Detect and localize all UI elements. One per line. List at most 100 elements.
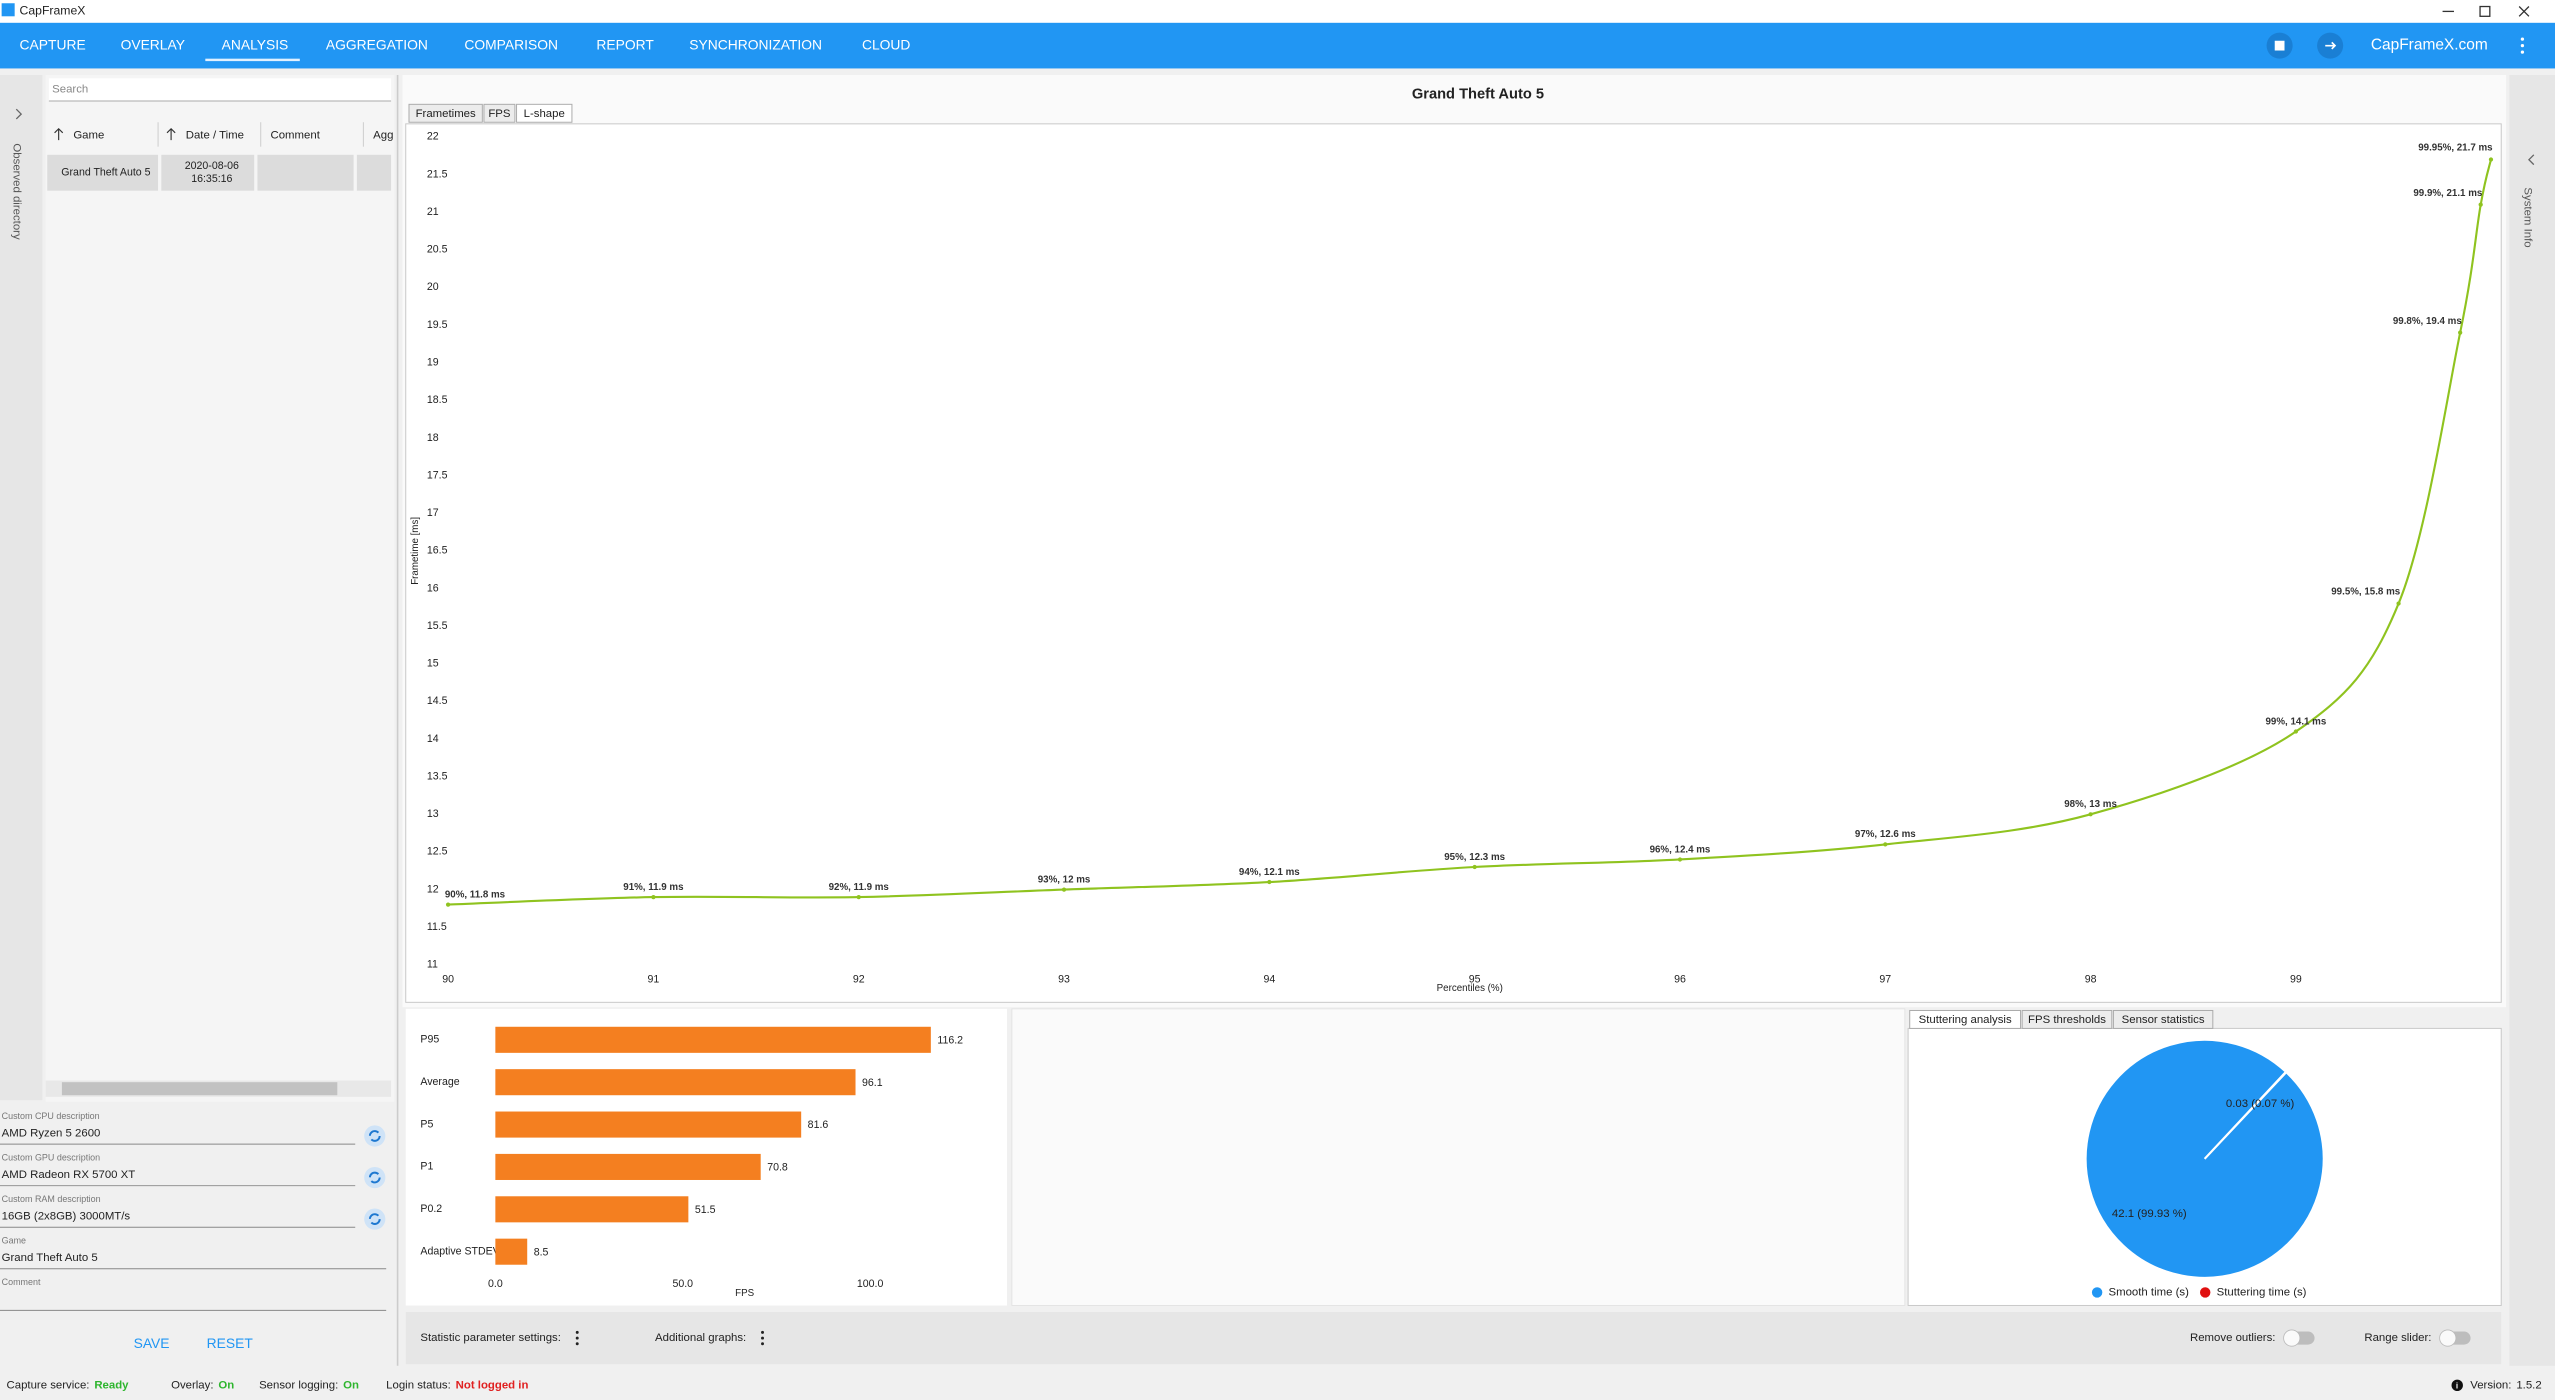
data-point xyxy=(2488,157,2494,162)
x-axis-label: Percentiles (%) xyxy=(1437,983,1503,994)
observed-directory-label: Observed directory xyxy=(10,143,22,240)
data-point xyxy=(2396,601,2401,606)
x-tick-label: 92 xyxy=(853,973,865,985)
status-label: Overlay: xyxy=(171,1379,213,1391)
y-tick-label: 16.5 xyxy=(427,545,448,557)
y-tick-label: 22 xyxy=(427,131,439,143)
field-value[interactable]: AMD Radeon RX 5700 XT xyxy=(2,1169,136,1181)
column-header[interactable]: Comment xyxy=(270,129,320,141)
column-header[interactable]: Agg xyxy=(373,129,393,141)
field-value[interactable]: Grand Theft Auto 5 xyxy=(2,1252,98,1264)
close-button[interactable] xyxy=(2518,6,2530,17)
x-tick-label: 97 xyxy=(1879,973,1891,985)
bar xyxy=(495,1026,931,1053)
collapse-arrow[interactable] xyxy=(2528,154,2535,166)
action-button[interactable]: SAVE xyxy=(134,1335,170,1351)
right-collapse-strip[interactable] xyxy=(2509,74,2555,1366)
column-header[interactable]: Game xyxy=(73,129,104,141)
x-tick-label: 0.0 xyxy=(488,1278,503,1290)
data-point xyxy=(1472,864,1477,870)
refresh-button[interactable] xyxy=(364,1208,386,1230)
field-value[interactable]: 16GB (2x8GB) 3000MT/s xyxy=(2,1211,131,1223)
sort-arrow xyxy=(54,127,64,141)
empty-panel xyxy=(1011,1008,1906,1306)
version-value: 1.5.2 xyxy=(2516,1379,2541,1391)
settings-dots[interactable] xyxy=(761,1330,764,1334)
field-label: Comment xyxy=(2,1277,41,1287)
nav-tab[interactable]: CAPTURE xyxy=(20,36,86,52)
settings-dots[interactable] xyxy=(575,1342,579,1346)
data-point xyxy=(2293,729,2299,734)
info-icon[interactable] xyxy=(2451,1379,2463,1392)
settings-dots[interactable] xyxy=(575,1336,579,1340)
data-point xyxy=(651,894,656,900)
data-label: 93%, 12 ms xyxy=(1038,874,1091,885)
nav-tab[interactable]: REPORT xyxy=(596,36,654,52)
settings-dots[interactable] xyxy=(761,1336,764,1340)
active-tab-underline xyxy=(205,58,300,62)
nav-tab[interactable]: SYNCHRONIZATION xyxy=(689,36,822,52)
x-tick-label: 98 xyxy=(2085,973,2097,985)
table-cell[interactable] xyxy=(161,154,255,191)
x-tick-label: 91 xyxy=(648,973,660,985)
tab[interactable] xyxy=(408,103,483,123)
time-cell: 16:35:16 xyxy=(191,173,232,185)
save-icon-glyph xyxy=(2274,40,2285,51)
menu-dots[interactable] xyxy=(2520,37,2525,54)
tab-label: Sensor statistics xyxy=(2122,1014,2205,1026)
data-label: 92%, 11.9 ms xyxy=(829,882,890,893)
tab-label: FPS xyxy=(488,108,511,120)
website-link[interactable]: CapFrameX.com xyxy=(2371,37,2488,54)
version-label: Version: xyxy=(2470,1379,2511,1391)
left-collapse-strip[interactable] xyxy=(0,74,43,1101)
tab-label: L-shape xyxy=(524,108,565,120)
expand-arrow[interactable] xyxy=(15,108,23,120)
action-button[interactable]: RESET xyxy=(207,1335,254,1351)
x-tick-label: 96 xyxy=(1674,973,1686,985)
table-cell[interactable] xyxy=(356,154,392,191)
column-header[interactable]: Date / Time xyxy=(186,129,244,141)
table-cell[interactable] xyxy=(47,154,159,191)
settings-dots[interactable] xyxy=(575,1330,579,1334)
tab[interactable] xyxy=(1909,1009,2022,1029)
pie-value-label: 0.03 (0.07 %) xyxy=(2226,1098,2295,1110)
toolbar xyxy=(405,1311,2502,1365)
tab[interactable] xyxy=(516,103,573,123)
field-value[interactable]: AMD Ryzen 5 2600 xyxy=(2,1128,101,1140)
toolbar-label: Range slider: xyxy=(2364,1332,2431,1344)
x-tick-label: 99 xyxy=(2290,973,2302,985)
refresh-button[interactable] xyxy=(364,1125,386,1147)
toggle-knob[interactable] xyxy=(2283,1329,2301,1347)
table-cell[interactable] xyxy=(257,154,354,191)
data-label: 99%, 14.1 ms xyxy=(2266,716,2327,727)
y-tick-label: 13.5 xyxy=(427,770,448,782)
toggle-knob[interactable] xyxy=(2439,1329,2457,1347)
nav-tab[interactable]: AGGREGATION xyxy=(326,36,428,52)
scrollbar-thumb[interactable] xyxy=(61,1082,338,1096)
category-label: Average xyxy=(420,1076,459,1088)
data-label: 99.95%, 21.7 ms xyxy=(2418,143,2493,154)
nav-tab[interactable]: COMPARISON xyxy=(464,36,558,52)
x-tick-label: 95 xyxy=(1469,973,1481,985)
y-tick-label: 14 xyxy=(427,733,439,745)
window-title: CapFrameX xyxy=(20,4,86,18)
nav-tab[interactable]: OVERLAY xyxy=(121,36,185,52)
left-panel xyxy=(45,74,395,1102)
tab[interactable] xyxy=(2112,1009,2214,1029)
tab[interactable] xyxy=(483,103,516,123)
restore-button[interactable] xyxy=(2479,5,2491,17)
tab-label: FPS thresholds xyxy=(2028,1014,2106,1026)
frametime-line xyxy=(448,159,2492,906)
y-tick-label: 17 xyxy=(427,507,439,519)
status-value: Not logged in xyxy=(456,1379,529,1391)
refresh-button[interactable] xyxy=(364,1166,386,1189)
settings-dots[interactable] xyxy=(761,1342,764,1346)
game-cell: Grand Theft Auto 5 xyxy=(61,167,150,179)
y-tick-label: 18.5 xyxy=(427,394,448,406)
nav-tab[interactable]: CLOUD xyxy=(862,36,910,52)
data-label: 96%, 12.4 ms xyxy=(1650,844,1711,855)
search-box[interactable] xyxy=(48,78,392,102)
tab[interactable] xyxy=(2021,1009,2113,1029)
nav-tab[interactable]: ANALYSIS xyxy=(222,36,289,52)
